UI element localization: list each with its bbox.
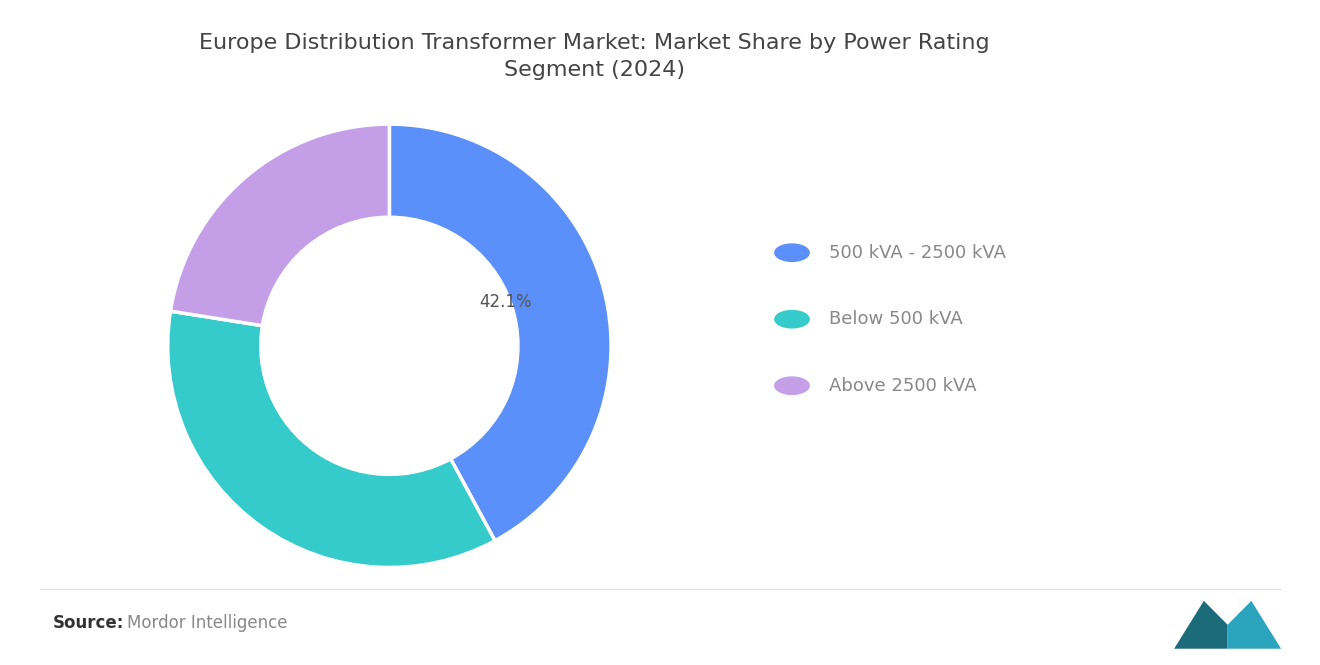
Text: Europe Distribution Transformer Market: Market Share by Power Rating
Segment (20: Europe Distribution Transformer Market: … bbox=[199, 33, 989, 80]
Text: 42.1%: 42.1% bbox=[479, 293, 532, 311]
Polygon shape bbox=[1228, 601, 1280, 649]
Polygon shape bbox=[1175, 601, 1228, 649]
Text: Source:: Source: bbox=[53, 614, 124, 632]
Text: Mordor Intelligence: Mordor Intelligence bbox=[127, 614, 288, 632]
Wedge shape bbox=[168, 311, 495, 567]
Wedge shape bbox=[170, 124, 389, 326]
Text: Above 2500 kVA: Above 2500 kVA bbox=[829, 376, 977, 395]
Text: 500 kVA - 2500 kVA: 500 kVA - 2500 kVA bbox=[829, 243, 1006, 262]
Text: Below 500 kVA: Below 500 kVA bbox=[829, 310, 962, 329]
Wedge shape bbox=[389, 124, 611, 541]
